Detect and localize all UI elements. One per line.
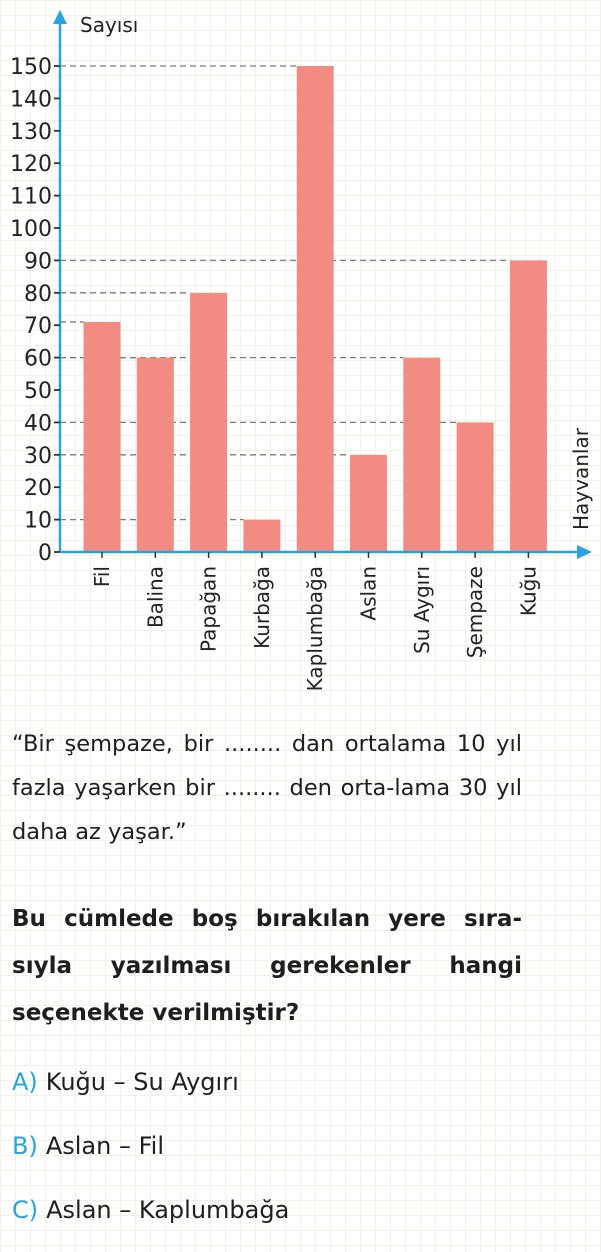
option-b-text: Aslan – Fil (45, 1132, 164, 1160)
y-tick-label-0: 0 (38, 541, 52, 566)
y-tick-label-5: 50 (24, 379, 52, 404)
y-tick-label-13: 130 (10, 120, 52, 145)
y-tick-label-6: 60 (24, 347, 52, 372)
y-ticks: 0 10 20 30 40 50 60 70 80 90 100 110 120 130 140 150 (10, 55, 60, 566)
bar-6 (403, 357, 441, 552)
question-quote: “Bir şempaze, bir ........ dan ortalama … (12, 731, 522, 845)
x-category-label-3: Kurbağa (250, 566, 274, 649)
option-a-letter: A) (12, 1068, 38, 1096)
option-a[interactable]: A) Kuğu – Su Aygırı (12, 1060, 289, 1124)
option-c-letter: C) (12, 1196, 39, 1224)
x-category-label-1: Balina (143, 566, 167, 628)
bar-7 (456, 422, 494, 552)
option-b[interactable]: B) Aslan – Fil (12, 1124, 289, 1188)
reference-lines (60, 65, 510, 521)
x-category-label-5: Aslan (357, 566, 381, 621)
option-b-letter: B) (12, 1132, 38, 1160)
answer-options: A) Kuğu – Su Aygırı B) Aslan – Fil C) Aslan… (12, 1060, 289, 1252)
option-c[interactable]: C) Aslan – Kaplumbağa (12, 1188, 289, 1252)
y-tick-label-4: 40 (24, 411, 52, 436)
bar-4 (296, 66, 334, 552)
y-tick-label-15: 150 (10, 55, 52, 80)
y-tick-label-11: 110 (10, 185, 52, 210)
x-category-label-6: Su Aygırı (410, 566, 434, 654)
x-category-label-8: Kuğu (516, 566, 540, 616)
bar-0 (83, 321, 121, 552)
y-axis-title: Sayısı (80, 13, 138, 37)
y-tick-label-12: 120 (10, 152, 52, 177)
axes (53, 10, 592, 559)
bar-chart: 0 10 20 30 40 50 60 70 80 90 100 110 120 130 140 150 Fi… (10, 10, 593, 691)
bar-2 (190, 292, 228, 552)
x-axis-arrow (577, 545, 592, 559)
x-categories: Fil Balina Papağan Kurbağa Kaplumbağa Aslan Su… (90, 552, 540, 691)
bar-1 (136, 357, 174, 552)
x-category-label-7: Şempaze (463, 566, 487, 658)
y-tick-label-9: 90 (24, 249, 52, 274)
x-category-label-4: Kaplumbağa (303, 566, 327, 691)
y-tick-label-10: 100 (10, 217, 52, 242)
y-axis-arrow (53, 10, 67, 24)
bar-3 (243, 519, 281, 552)
bar-5 (350, 454, 387, 552)
option-c-text: Aslan – Kaplumbağa (46, 1196, 290, 1224)
y-tick-label-3: 30 (24, 444, 52, 469)
y-tick-label-14: 140 (10, 87, 52, 112)
y-tick-label-2: 20 (24, 476, 52, 501)
y-tick-label-1: 10 (24, 509, 52, 534)
option-a-text: Kuğu – Su Aygırı (45, 1068, 239, 1096)
y-tick-label-8: 80 (24, 282, 52, 307)
x-category-label-2: Papağan (197, 566, 221, 652)
bar-8 (509, 260, 547, 552)
bars (83, 66, 547, 552)
x-axis-title: Hayvanlar (569, 427, 593, 530)
question-prompt: Bu cümlede boş bırakılan yere sıra-sıyla… (12, 906, 522, 1026)
y-tick-label-7: 70 (24, 314, 52, 339)
x-category-label-0: Fil (90, 566, 114, 587)
